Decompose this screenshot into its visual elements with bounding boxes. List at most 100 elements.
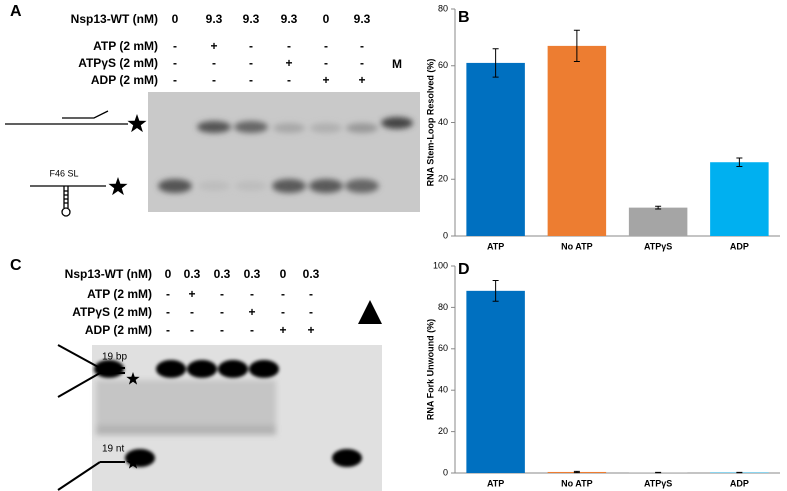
lane-value: -: [324, 39, 328, 53]
marker-label: M: [392, 57, 402, 71]
lane-value: 0.3: [214, 267, 231, 281]
gel-bands: [158, 117, 413, 193]
row-label: ADP (2 mM): [85, 323, 152, 337]
panel-letter: D: [458, 261, 470, 278]
error-bar: [573, 470, 580, 474]
row-label: ATP (2 mM): [93, 39, 158, 53]
y-tick-label: 0: [443, 230, 448, 240]
lane-value: -: [173, 73, 177, 87]
panel-a: Nsp13-WT (nM) 0 9.3 9.3 9.3 0 9.3 ATP (2 mM) - + -…: [71, 12, 371, 87]
lane-value: +: [307, 323, 314, 337]
lane-value: +: [285, 56, 292, 70]
label-star: [108, 177, 128, 196]
lane-value: -: [220, 323, 224, 337]
gel-smear: [96, 380, 276, 435]
lane-value: -: [166, 305, 170, 319]
lane-value: -: [190, 323, 194, 337]
lane-value: 0: [280, 267, 287, 281]
label-star: [127, 114, 147, 133]
lane-value: -: [166, 287, 170, 301]
lane-value: -: [309, 287, 313, 301]
panel-letter: A: [10, 3, 22, 20]
x-tick-label: ATP: [487, 478, 504, 488]
y-tick-label: 80: [438, 302, 448, 312]
lane-value: 9.3: [206, 12, 223, 26]
lane-value: -: [173, 56, 177, 70]
lane-value: -: [250, 323, 254, 337]
error-bar: [573, 29, 580, 62]
lane-value: -: [360, 56, 364, 70]
bar: [710, 162, 769, 236]
lane-value: +: [279, 323, 286, 337]
lane-value: -: [173, 39, 177, 53]
y-tick-label: 80: [438, 3, 448, 13]
lane-value: 9.3: [354, 12, 371, 26]
row-label: Nsp13-WT (nM): [65, 267, 152, 281]
x-tick-label: ATPγS: [644, 241, 672, 251]
lane-value: 0.3: [303, 267, 320, 281]
marker-triangle: [358, 300, 382, 324]
x-tick-label: ADP: [730, 478, 749, 488]
lane-value: 9.3: [281, 12, 298, 26]
bar: [466, 62, 525, 236]
y-tick-label: 20: [438, 426, 448, 436]
y-axis-label: RNA Stem-Loop Resolved (%): [425, 59, 435, 187]
lane-value: +: [358, 73, 365, 87]
lane-value: 0: [172, 12, 179, 26]
y-tick-label: 0: [443, 467, 448, 477]
x-tick-label: No ATP: [561, 241, 593, 251]
lane-value: 9.3: [243, 12, 260, 26]
row-label: Nsp13-WT (nM): [71, 12, 158, 26]
x-tick-label: ATPγS: [644, 478, 672, 488]
lane-value: +: [248, 305, 255, 319]
lane-value: -: [249, 56, 253, 70]
lane-value: +: [210, 39, 217, 53]
lane-value: +: [188, 287, 195, 301]
lane-value: -: [166, 323, 170, 337]
lane-value: -: [212, 73, 216, 87]
substrate-diagram: [5, 110, 128, 217]
single-strand-label: 19 nt: [102, 444, 124, 455]
panel-letter: C: [10, 257, 22, 274]
lane-value: 0.3: [184, 267, 201, 281]
label-star: [126, 456, 140, 469]
label-star: [126, 372, 140, 385]
row-label: ATPγS (2 mM): [78, 56, 158, 70]
error-bar: [655, 205, 662, 210]
y-tick-label: 40: [438, 385, 448, 395]
lane-value: 0: [165, 267, 172, 281]
lane-value: -: [287, 39, 291, 53]
panel-letter: B: [458, 9, 470, 26]
y-tick-label: 100: [433, 260, 448, 270]
lane-value: 0.3: [244, 267, 261, 281]
lane-value: -: [324, 56, 328, 70]
y-tick-label: 40: [438, 117, 448, 127]
bar: [547, 45, 607, 237]
row-label: ATPγS (2 mM): [72, 305, 152, 319]
lane-value: -: [212, 56, 216, 70]
duplex-label: 19 bp: [102, 352, 127, 363]
substrate-diagram: [57, 344, 125, 491]
gel: [148, 92, 420, 212]
structure-label: F46 SL: [49, 168, 78, 178]
lane-value: -: [360, 39, 364, 53]
y-tick-label: 60: [438, 60, 448, 70]
lane-value: -: [249, 73, 253, 87]
lane-value: -: [249, 39, 253, 53]
row-label: ADP (2 mM): [91, 73, 158, 87]
y-axis-label: RNA Fork Unwound (%): [425, 319, 435, 420]
lane-value: -: [220, 287, 224, 301]
lane-value: -: [309, 305, 313, 319]
y-tick-label: 60: [438, 343, 448, 353]
error-bar: [736, 157, 743, 167]
x-tick-label: No ATP: [561, 478, 593, 488]
error-bar: [492, 48, 499, 78]
lane-value: +: [322, 73, 329, 87]
lane-value: -: [190, 305, 194, 319]
error-bar: [492, 279, 499, 302]
lane-value: -: [281, 305, 285, 319]
lane-value: -: [220, 305, 224, 319]
bar: [466, 290, 525, 473]
